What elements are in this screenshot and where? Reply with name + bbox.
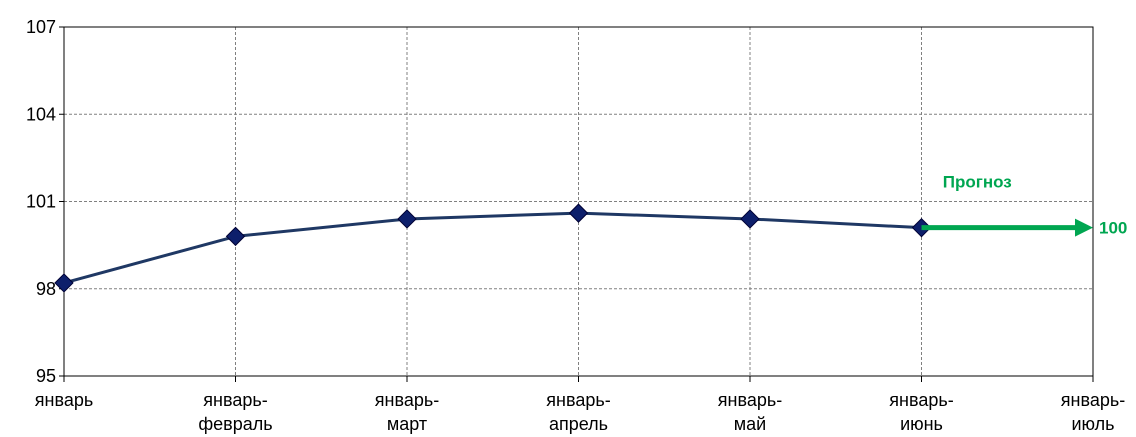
series [54,203,932,293]
data-point-marker [54,273,74,293]
forecast: Прогноз 100 [921,173,1127,238]
series-line [63,211,922,285]
x-tick-label: январь-март [375,390,439,434]
y-tick-label: 95 [36,366,56,386]
data-point-marker [225,226,246,247]
y-tick-label: 101 [26,192,56,212]
forecast-arrow-head [1075,218,1093,237]
axes [59,26,1094,382]
data-point-marker [568,203,589,223]
x-tick-label: январь [35,390,93,410]
forecast-value-label: 100 [1099,219,1127,238]
y-tick-label: 104 [26,104,56,124]
grid [64,27,1093,376]
y-tick-label: 98 [36,279,56,299]
x-tick-label: январь-июнь [889,390,953,434]
x-tick-label: январь-февраль [198,390,272,434]
y-tick-labels: 95 98 101 104 107 [26,17,56,386]
x-tick-label: январь-май [718,390,782,434]
y-tick-label: 107 [26,17,56,37]
x-tick-label: январь-апрель [546,390,610,434]
x-tick-label: январь-июль [1061,390,1125,434]
data-point-marker [740,209,760,229]
forecast-label: Прогноз [943,173,1012,192]
x-tick-labels: январь январь-февраль январь-март январь-ап… [35,390,1125,434]
data-point-marker [397,209,417,229]
